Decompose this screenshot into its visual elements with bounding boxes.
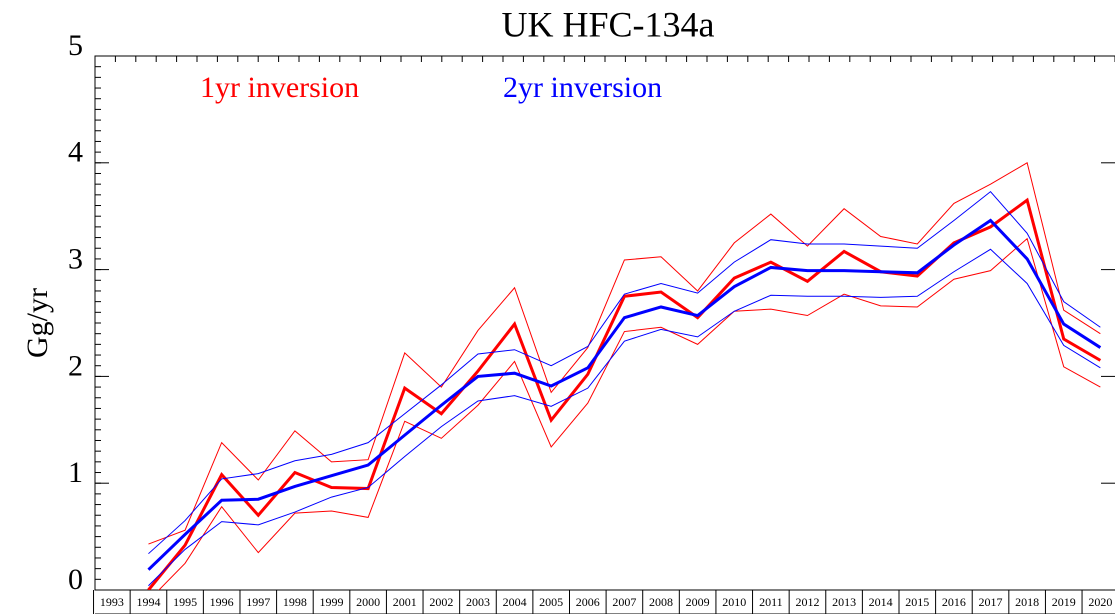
x-tick-label: 2009 (686, 595, 710, 609)
x-tick-label: 2018 (1015, 595, 1039, 609)
uncertainty-line (148, 248, 1101, 587)
uncertainty-line (148, 162, 1101, 545)
x-tick-label: 1994 (136, 595, 160, 609)
x-tick-label: 2005 (539, 595, 563, 609)
y-tick-label: 4 (68, 136, 83, 169)
x-tick-label: 2011 (759, 595, 783, 609)
series-line (147, 218, 1102, 571)
x-tick-label: 1995 (173, 595, 197, 609)
legend-entry: 2yr inversion (503, 71, 662, 104)
x-tick-label: 2020 (1088, 595, 1112, 609)
x-tick-label: 1998 (283, 595, 307, 609)
x-tick-label: 2003 (466, 595, 490, 609)
x-tick-label: 2006 (576, 595, 600, 609)
y-tick-label: 2 (68, 349, 83, 382)
plot-frame (94, 55, 1115, 591)
x-tick-label: 1996 (210, 595, 234, 609)
y-tick-label: 0 (68, 563, 83, 596)
plot-area (147, 162, 1102, 590)
x-tick-label: 1999 (320, 595, 344, 609)
x-tick-label: 2014 (869, 595, 893, 609)
y-axis-label: Gg/yr (21, 288, 54, 358)
x-tick-label: 2000 (356, 595, 380, 609)
chart-title: UK HFC-134a (502, 4, 715, 44)
y-tick-label: 3 (68, 242, 83, 275)
x-tick-label: 2007 (612, 595, 636, 609)
uncertainty-line (158, 237, 1101, 590)
x-tick-label: 2010 (722, 595, 746, 609)
x-tick-label: 2019 (1052, 595, 1076, 609)
x-tick-label: 2013 (832, 595, 856, 609)
x-tick-label: 2015 (905, 595, 929, 609)
x-tick-label: 2008 (649, 595, 673, 609)
x-tick-label: 2012 (795, 595, 819, 609)
uncertainty-line (148, 190, 1101, 555)
y-tick-label: 1 (68, 456, 83, 489)
x-tick-label: 2016 (942, 595, 966, 609)
x-tick-label: 1997 (246, 595, 270, 609)
x-tick-label: 2001 (393, 595, 417, 609)
legend-entry: 1yr inversion (200, 71, 359, 104)
x-tick-label: 2017 (979, 595, 1003, 609)
series-line (147, 197, 1102, 590)
y-tick-label: 5 (68, 29, 83, 62)
x-tick-label: 2004 (503, 595, 527, 609)
x-tick-label: 2002 (429, 595, 453, 609)
x-tick-label: 1993 (100, 595, 124, 609)
